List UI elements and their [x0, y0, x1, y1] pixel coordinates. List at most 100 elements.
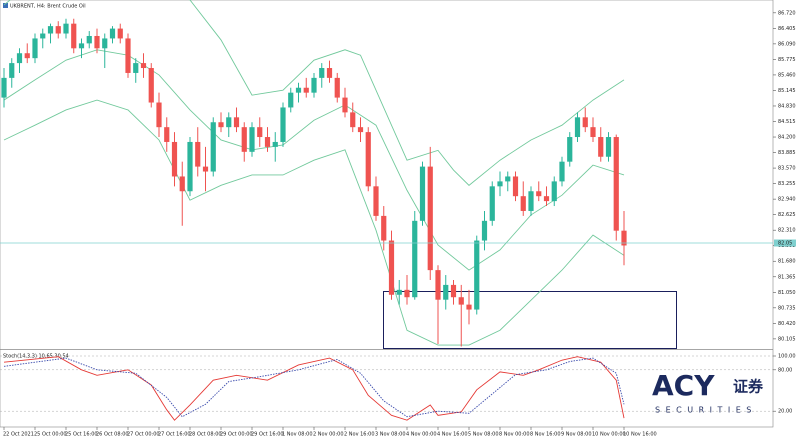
candle-body: [582, 117, 588, 128]
candle-body: [264, 137, 271, 147]
candle-body: [280, 107, 286, 142]
candle-body: [357, 127, 364, 133]
candle-body: [512, 176, 519, 197]
candle-body: [195, 141, 201, 167]
candle-body: [443, 284, 449, 300]
y-tick-label: 84.515: [778, 119, 796, 125]
y-tick-label: 80.00: [778, 367, 792, 373]
candle-body: [311, 77, 317, 93]
x-tick-label: 29 Oct 16:00: [251, 432, 284, 438]
y-tick-label: 83.885: [778, 150, 796, 156]
candle-body: [520, 196, 526, 211]
bollinger-band: [3, 0, 625, 186]
x-tick-label: 25 Oct 16:00: [65, 432, 98, 438]
x-tick-label: 2 Nov 16:00: [344, 432, 375, 438]
y-tick-label: 81.050: [778, 290, 796, 296]
candle-body: [567, 137, 573, 162]
y-tick-label: 80.735: [778, 305, 796, 311]
candle-body: [505, 176, 511, 182]
candle-body: [497, 181, 503, 187]
candle-body: [613, 137, 619, 231]
candle-body: [55, 26, 61, 34]
candle-body: [598, 137, 604, 157]
y-tick-label: 83.570: [778, 166, 796, 172]
x-tick-label: 27 Oct 00:00: [127, 432, 160, 438]
candle-body: [295, 87, 302, 93]
candle-body: [450, 284, 457, 298]
price-label: 82.05: [778, 241, 792, 247]
y-tick-label: 82.310: [778, 228, 796, 234]
candle-body: [109, 28, 116, 39]
candle-body: [241, 127, 247, 152]
candle-body: [24, 53, 30, 59]
y-tick-label: 82.625: [778, 212, 796, 218]
candle-body: [40, 33, 46, 39]
main-plot: [1, 0, 627, 347]
y-tick-label: 84.200: [778, 135, 796, 141]
x-tick-label: 3 Nov 08:00: [375, 432, 406, 438]
candle-body: [156, 102, 162, 128]
candle-body: [427, 166, 433, 271]
x-tick-label: 1 Nov 08:00: [282, 432, 313, 438]
symbol-icon: [3, 3, 8, 8]
candle-body: [388, 240, 395, 295]
candle-body: [249, 127, 255, 152]
logo-sub: SECURITIES: [655, 406, 757, 415]
candle-body: [404, 289, 410, 298]
candle-body: [16, 53, 23, 64]
candle-body: [47, 26, 54, 34]
candle-body: [63, 23, 69, 34]
x-tick-label: 2 Nov 00:00: [313, 432, 344, 438]
x-tick-label: 8 Nov 00:00: [499, 432, 530, 438]
candle-body: [272, 141, 278, 147]
candle-body: [326, 68, 333, 78]
candle-body: [218, 122, 224, 128]
candle-body: [125, 38, 131, 73]
candle-body: [303, 87, 309, 93]
candle-body: [419, 166, 426, 221]
x-tick-label: 8 Nov 16:00: [530, 432, 561, 438]
candle-body: [210, 122, 216, 172]
candle-body: [412, 220, 418, 298]
x-tick-label: 29 Oct 00:00: [220, 432, 253, 438]
candle-body: [171, 141, 178, 177]
y-tick-label: 82.940: [778, 197, 796, 203]
candle-body: [543, 196, 550, 202]
candle-body: [78, 43, 85, 49]
candle-body: [32, 38, 38, 59]
x-tick-label: 10 Nov 00:00: [592, 432, 626, 438]
x-tick-label: 25 Oct 00:00: [34, 432, 67, 438]
y-tick-label: 85.460: [778, 72, 796, 78]
candle-body: [458, 297, 464, 305]
candle-body: [590, 127, 596, 138]
candle-body: [202, 166, 209, 172]
y-tick-label: 84.830: [778, 103, 796, 109]
candle-body: [350, 112, 356, 128]
y-tick-label: 100.00: [778, 354, 796, 360]
candle-body: [71, 23, 77, 49]
candle-body: [621, 230, 627, 246]
y-tick-label: 83.255: [778, 181, 796, 187]
x-tick-label: 26 Oct 08:00: [96, 432, 129, 438]
plot-frame: [0, 0, 774, 428]
x-tick-label: 10 Nov 16:00: [623, 432, 657, 438]
logo: ACY 证券 SECURITIES: [652, 369, 764, 415]
candle-body: [9, 63, 15, 78]
bollinger-band: [3, 99, 625, 346]
x-tick-label: 4 Nov 00:00: [406, 432, 437, 438]
candle-body: [605, 137, 612, 157]
candle-body: [489, 186, 495, 221]
candle-body: [319, 68, 325, 78]
y-tick-label: 86.090: [778, 41, 796, 47]
candle-body: [466, 304, 472, 310]
bollinger-band: [3, 49, 625, 271]
candle-body: [140, 63, 147, 69]
candle-body: [164, 127, 170, 142]
y-tick-label: 86.405: [778, 26, 796, 32]
indicator-title: Stoch(14,3,3) 10.65 30.54: [3, 354, 69, 360]
y-tick-label: 80.105: [778, 336, 796, 342]
candle-body: [102, 38, 108, 49]
candle-body: [396, 289, 402, 295]
y-tick-label: 80.420: [778, 321, 796, 327]
candle-body: [334, 77, 340, 98]
